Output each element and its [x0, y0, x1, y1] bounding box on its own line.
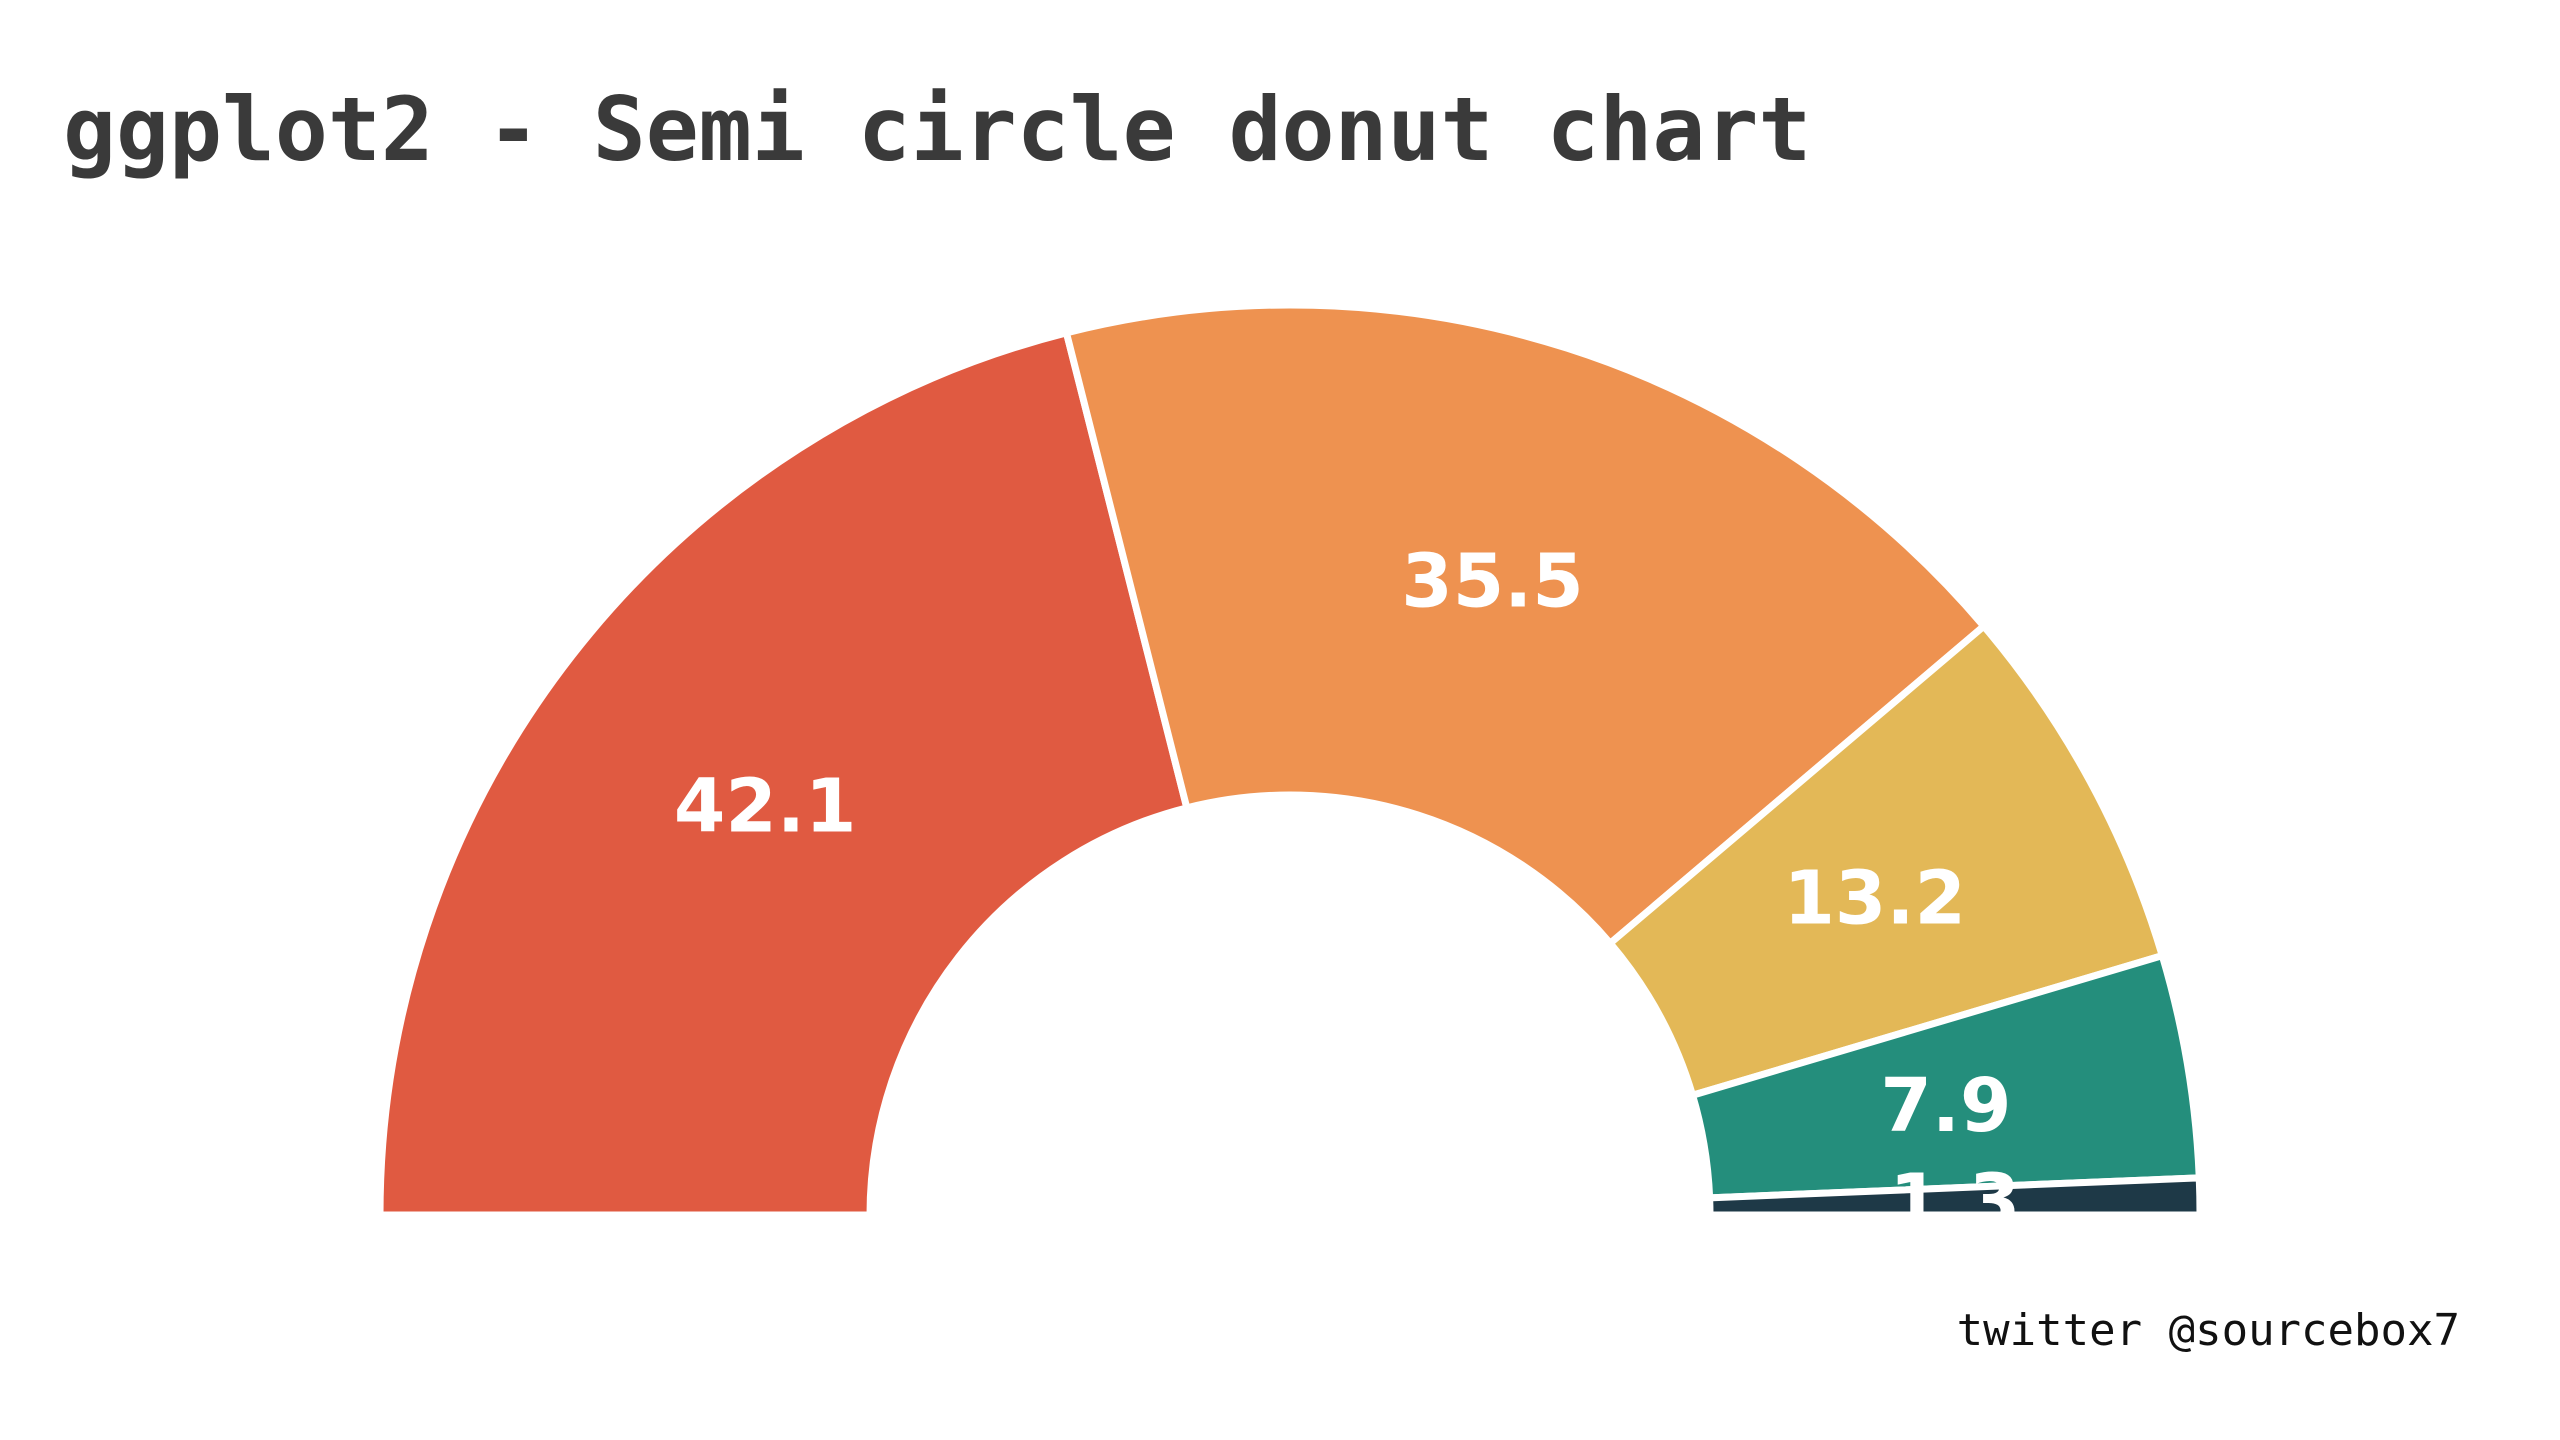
slice-value-label-2: 35.5 — [1401, 539, 1584, 625]
donut-slice-2 — [1062, 301, 1989, 949]
baseline-mask — [0, 1215, 2560, 1275]
slice-value-label-4: 7.9 — [1880, 1063, 2011, 1149]
slice-value-label-3: 13.2 — [1783, 855, 1966, 941]
donut-slice-3 — [1605, 621, 2167, 1100]
donut-labels: 42.135.513.27.91.3 — [674, 539, 2021, 1245]
chart-title: ggplot2 - Semi circle donut chart — [63, 78, 1812, 181]
slice-value-label-1: 42.1 — [674, 764, 857, 850]
caption-credit: twitter @sourcebox7 — [1956, 1305, 2460, 1356]
donut-slice-1 — [376, 328, 1192, 1219]
donut-slices — [376, 301, 2204, 1219]
